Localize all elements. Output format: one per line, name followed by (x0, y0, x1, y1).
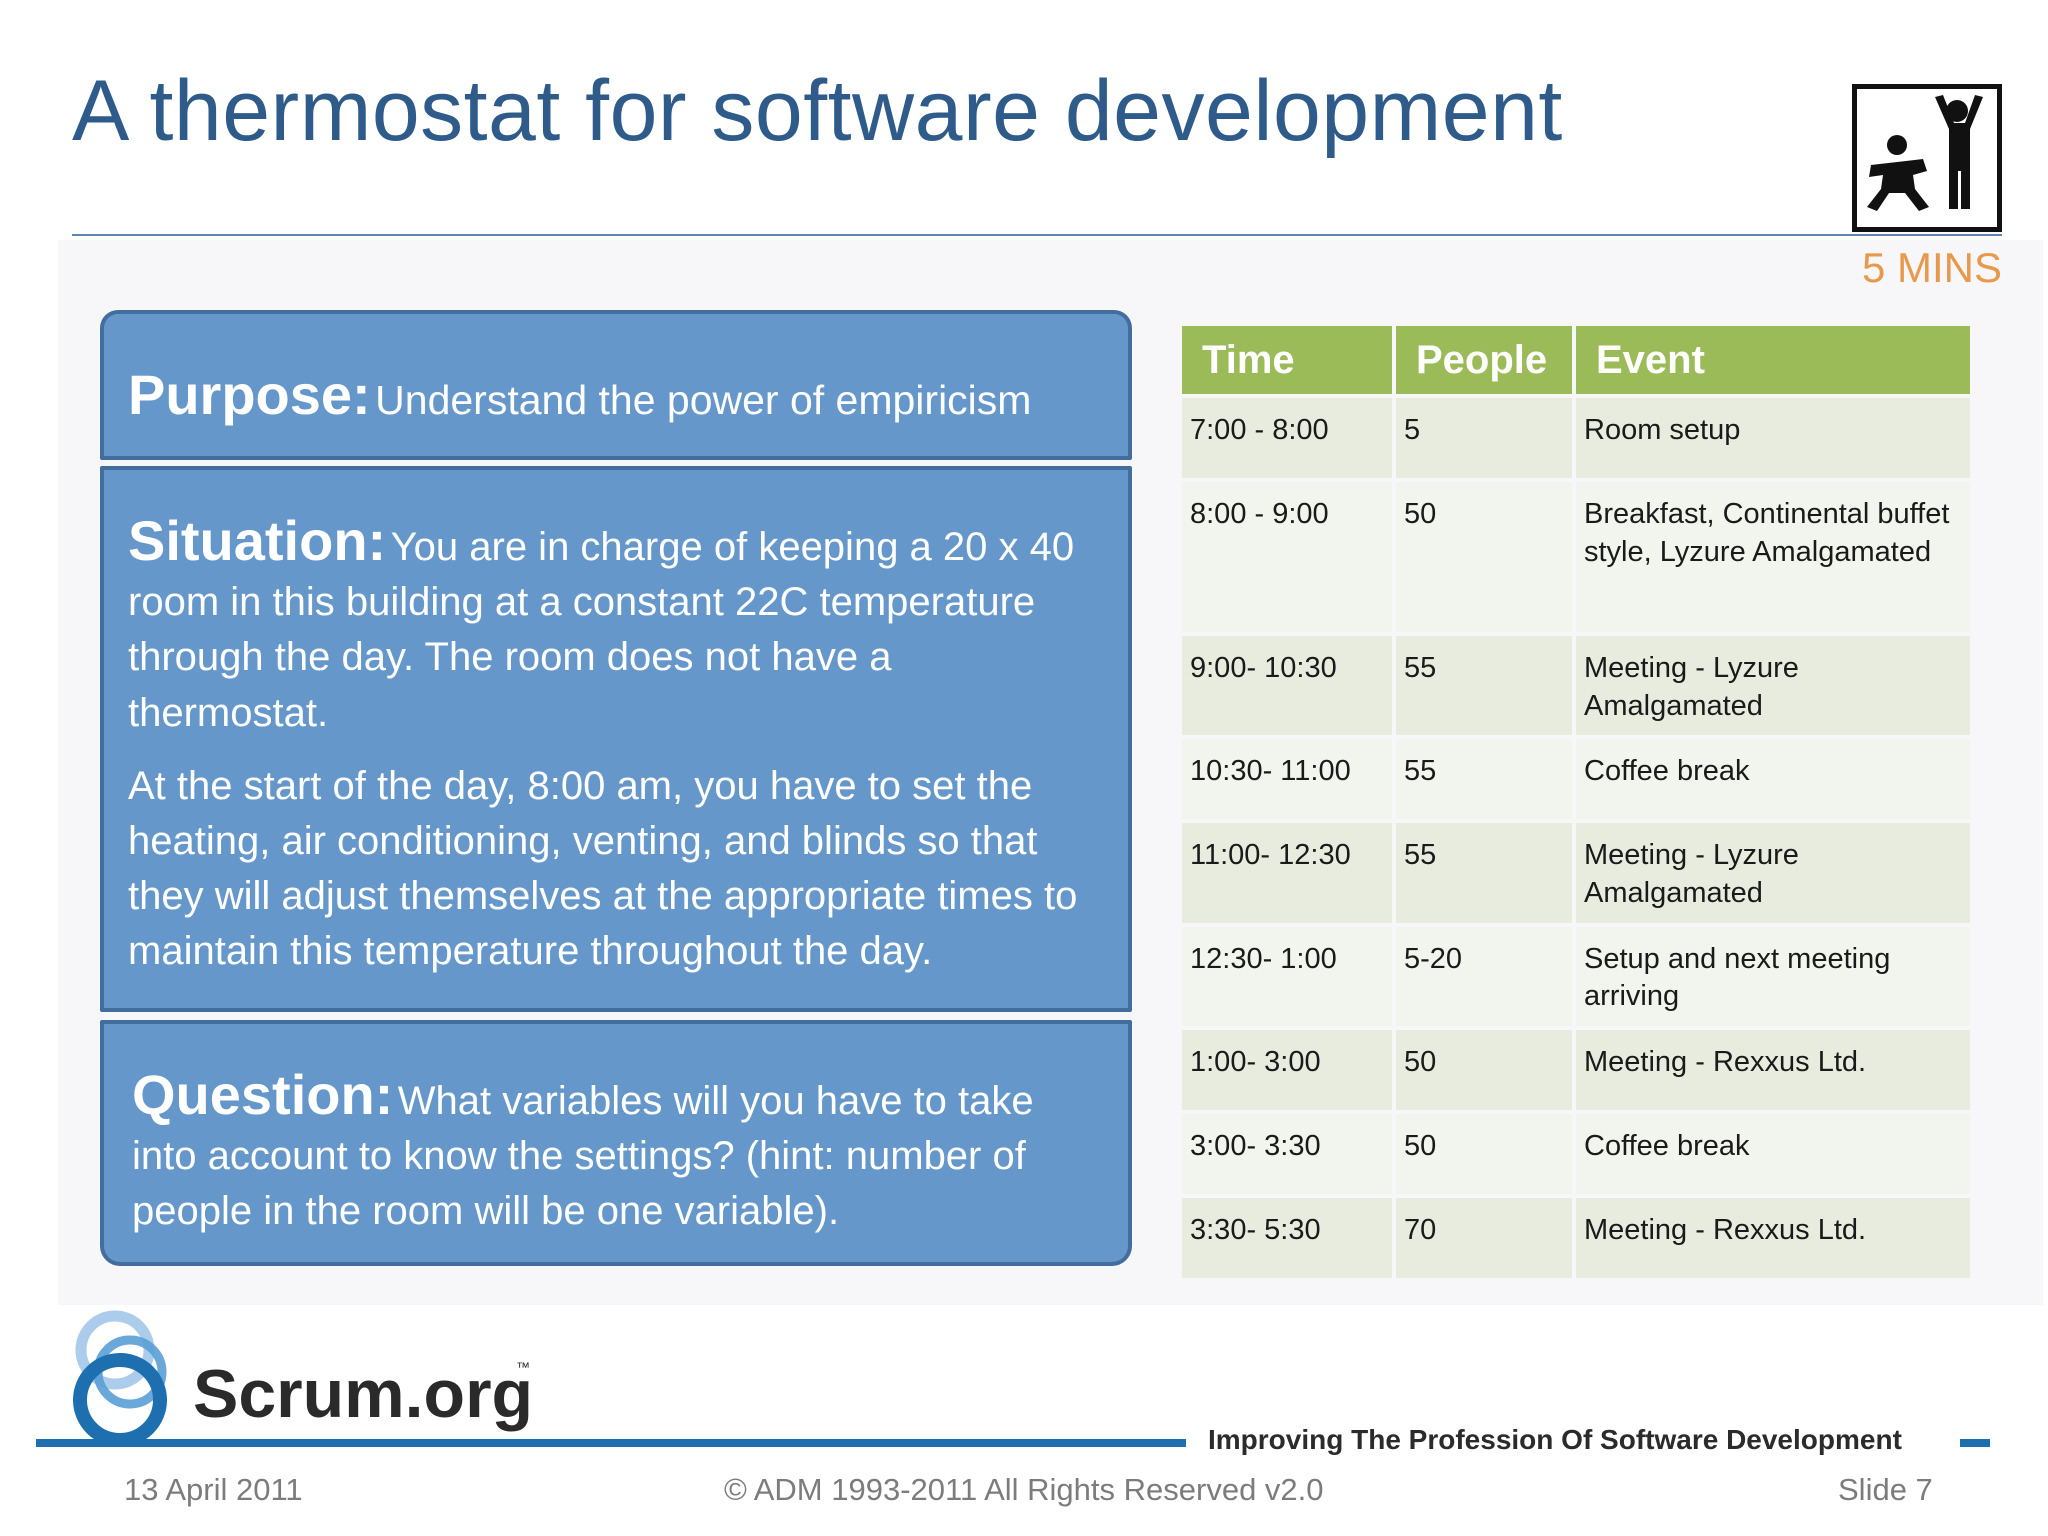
logo-wordmark: Scrum.org (193, 1356, 533, 1432)
cell-people: 50 (1396, 1030, 1572, 1111)
situation-panel: Situation: You are in charge of keeping … (100, 466, 1132, 1012)
cell-people: 55 (1396, 636, 1572, 736)
cell-event: Coffee break (1576, 1114, 1970, 1195)
svg-text:™: ™ (516, 1359, 530, 1375)
table-row: 11:00- 12:30 55 Meeting - Lyzure Amalgam… (1182, 823, 1970, 923)
cell-time: 3:00- 3:30 (1182, 1114, 1392, 1195)
question-panel: Question: What variables will you have t… (100, 1020, 1132, 1266)
cell-time: 3:30- 5:30 (1182, 1198, 1392, 1279)
cell-event: Breakfast, Continental buffet style, Lyz… (1576, 482, 1970, 632)
cell-event: Meeting - Rexxus Ltd. (1576, 1030, 1970, 1111)
cell-event: Room setup (1576, 398, 1970, 478)
table-row: 9:00- 10:30 55 Meeting - Lyzure Amalgama… (1182, 636, 1970, 736)
title-divider (72, 234, 2002, 236)
table-row: 8:00 - 9:00 50 Breakfast, Continental bu… (1182, 482, 1970, 632)
cell-event: Meeting - Lyzure Amalgamated (1576, 636, 1970, 736)
cell-time: 12:30- 1:00 (1182, 926, 1392, 1027)
cell-time: 7:00 - 8:00 (1182, 398, 1392, 478)
cell-event: Coffee break (1576, 739, 1970, 820)
cell-time: 1:00- 3:00 (1182, 1030, 1392, 1111)
table-row: 10:30- 11:00 55 Coffee break (1182, 739, 1970, 820)
table-row: 1:00- 3:00 50 Meeting - Rexxus Ltd. (1182, 1030, 1970, 1111)
cell-time: 11:00- 12:30 (1182, 823, 1392, 923)
table-row: 12:30- 1:00 5-20 Setup and next meeting … (1182, 926, 1970, 1027)
purpose-label: Purpose: (128, 363, 371, 426)
cell-time: 9:00- 10:30 (1182, 636, 1392, 736)
purpose-panel: Purpose: Understand the power of empiric… (100, 310, 1132, 460)
footer-copyright: © ADM 1993-2011 All Rights Reserved v2.0 (724, 1472, 1324, 1507)
cell-time: 8:00 - 9:00 (1182, 482, 1392, 632)
situation-label: Situation: (128, 509, 387, 572)
table-header-row: Time People Event (1182, 326, 1970, 394)
cell-people: 50 (1396, 1114, 1572, 1195)
purpose-text: Understand the power of empiricism (375, 377, 1032, 423)
footer-date: 13 April 2011 (124, 1472, 303, 1507)
table-row: 7:00 - 8:00 5 Room setup (1182, 398, 1970, 478)
cell-people: 50 (1396, 482, 1572, 632)
question-label: Question: (132, 1063, 394, 1126)
column-header-event: Event (1576, 326, 1970, 394)
table-row: 3:30- 5:30 70 Meeting - Rexxus Ltd. (1182, 1198, 1970, 1279)
situation-text: You are in charge of keeping a 20 x 40 r… (128, 525, 1075, 735)
cell-event: Setup and next meeting arriving (1576, 926, 1970, 1027)
table-row: 3:00- 3:30 50 Coffee break (1182, 1114, 1970, 1195)
cell-event: Meeting - Rexxus Ltd. (1576, 1198, 1970, 1279)
cell-people: 5 (1396, 398, 1572, 478)
cell-people: 55 (1396, 739, 1572, 820)
column-header-time: Time (1182, 326, 1392, 394)
footer-brand-line (36, 1439, 1186, 1447)
group-activity-icon (1852, 84, 2002, 232)
timer-label: 5 MINS (1862, 244, 2003, 291)
cell-time: 10:30- 11:00 (1182, 739, 1392, 820)
schedule-table: Time People Event 7:00 - 8:00 5 Room set… (1178, 322, 1974, 1282)
cell-event: Meeting - Lyzure Amalgamated (1576, 823, 1970, 923)
footer-brand-line-end (1960, 1439, 1990, 1447)
slide-title: A thermostat for software development (72, 63, 1563, 159)
cell-people: 55 (1396, 823, 1572, 923)
cell-people: 70 (1396, 1198, 1572, 1279)
question-text: What variables will you have to take int… (132, 1079, 1034, 1234)
column-header-people: People (1396, 326, 1572, 394)
cell-people: 5-20 (1396, 926, 1572, 1027)
slide-number: Slide 7 (1838, 1472, 1933, 1507)
footer-tagline: Improving The Profession Of Software Dev… (1208, 1424, 1902, 1455)
scrum-org-logo: Scrum.org ™ (50, 1310, 570, 1450)
situation-detail-text: At the start of the day, 8:00 am, you ha… (128, 763, 1078, 974)
